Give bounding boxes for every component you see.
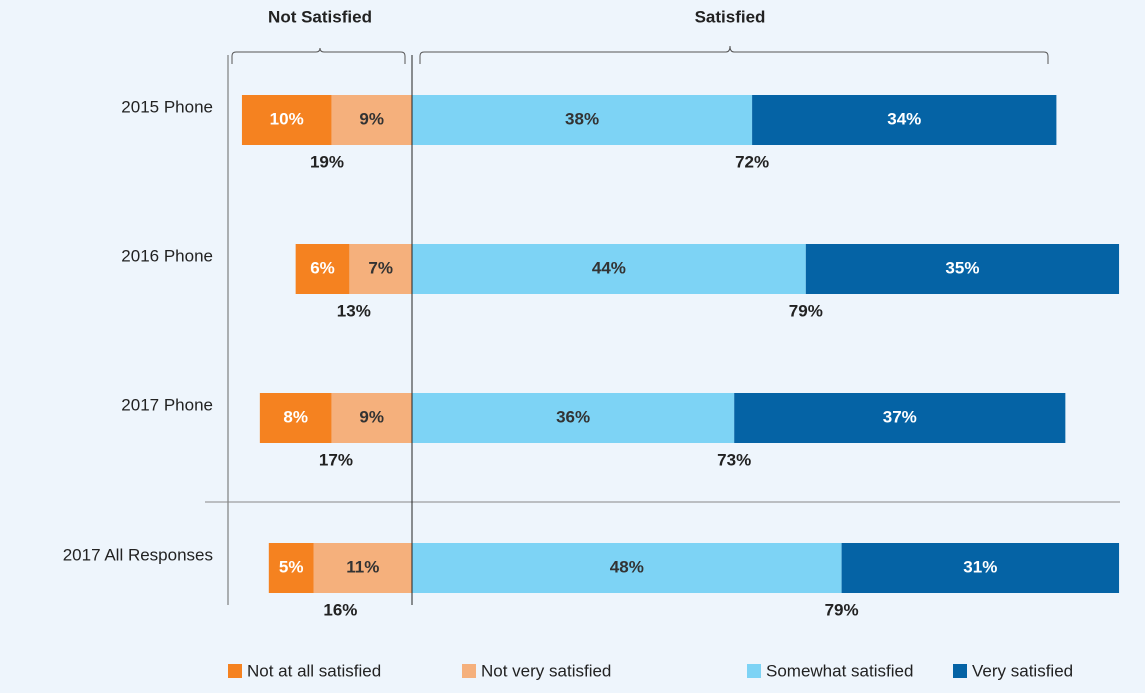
bar-segment <box>412 244 806 294</box>
category-label: 2017 Phone <box>121 395 213 414</box>
value-label: 35% <box>945 258 979 277</box>
category-label: 2015 Phone <box>121 97 213 116</box>
value-label: 7% <box>368 258 393 277</box>
total-label: 16% <box>323 600 357 619</box>
bar-segment <box>313 543 412 593</box>
category-label: 2016 Phone <box>121 246 213 265</box>
total-label: 72% <box>735 152 769 171</box>
bar-segment <box>734 393 1066 443</box>
value-label: 34% <box>887 109 921 128</box>
bar-segment <box>331 393 412 443</box>
value-label: 11% <box>346 557 379 576</box>
legend-swatch <box>747 664 761 678</box>
total-label: 73% <box>717 450 751 469</box>
bracket <box>419 45 1049 64</box>
value-label: 37% <box>883 407 917 426</box>
bar-segment <box>412 393 735 443</box>
value-label: 9% <box>359 109 384 128</box>
legend-label: Somewhat satisfied <box>766 661 913 680</box>
value-label: 38% <box>565 109 599 128</box>
value-label: 44% <box>592 258 626 277</box>
value-label: 10% <box>270 109 304 128</box>
value-label: 48% <box>610 557 644 576</box>
legend-swatch <box>462 664 476 678</box>
value-label: 6% <box>310 258 335 277</box>
group-label: Satisfied <box>695 7 766 26</box>
bar-segment <box>412 543 842 593</box>
total-label: 79% <box>789 301 823 320</box>
value-label: 9% <box>359 407 384 426</box>
bar-segment <box>412 95 753 145</box>
total-label: 13% <box>337 301 371 320</box>
bar-segment <box>241 95 332 145</box>
bracket <box>231 47 406 64</box>
value-label: 5% <box>279 557 304 576</box>
total-label: 17% <box>319 450 353 469</box>
bar-segment <box>268 543 314 593</box>
group-label: Not Satisfied <box>268 7 372 26</box>
legend-label: Not at all satisfied <box>247 661 381 680</box>
bar-segment <box>295 244 350 294</box>
value-label: 36% <box>556 407 590 426</box>
total-label: 79% <box>825 600 859 619</box>
bar-segment <box>752 95 1057 145</box>
legend-label: Very satisfied <box>972 661 1073 680</box>
legend-label: Not very satisfied <box>481 661 611 680</box>
bar-segment <box>841 543 1120 593</box>
category-label: 2017 All Responses <box>63 545 213 564</box>
bar-segment <box>805 244 1120 294</box>
value-label: 31% <box>963 557 997 576</box>
total-label: 19% <box>310 152 344 171</box>
legend-swatch <box>953 664 967 678</box>
bar-segment <box>331 95 412 145</box>
value-label: 8% <box>283 407 308 426</box>
bar-segment <box>349 244 412 294</box>
bar-segment <box>259 393 332 443</box>
legend-swatch <box>228 664 242 678</box>
